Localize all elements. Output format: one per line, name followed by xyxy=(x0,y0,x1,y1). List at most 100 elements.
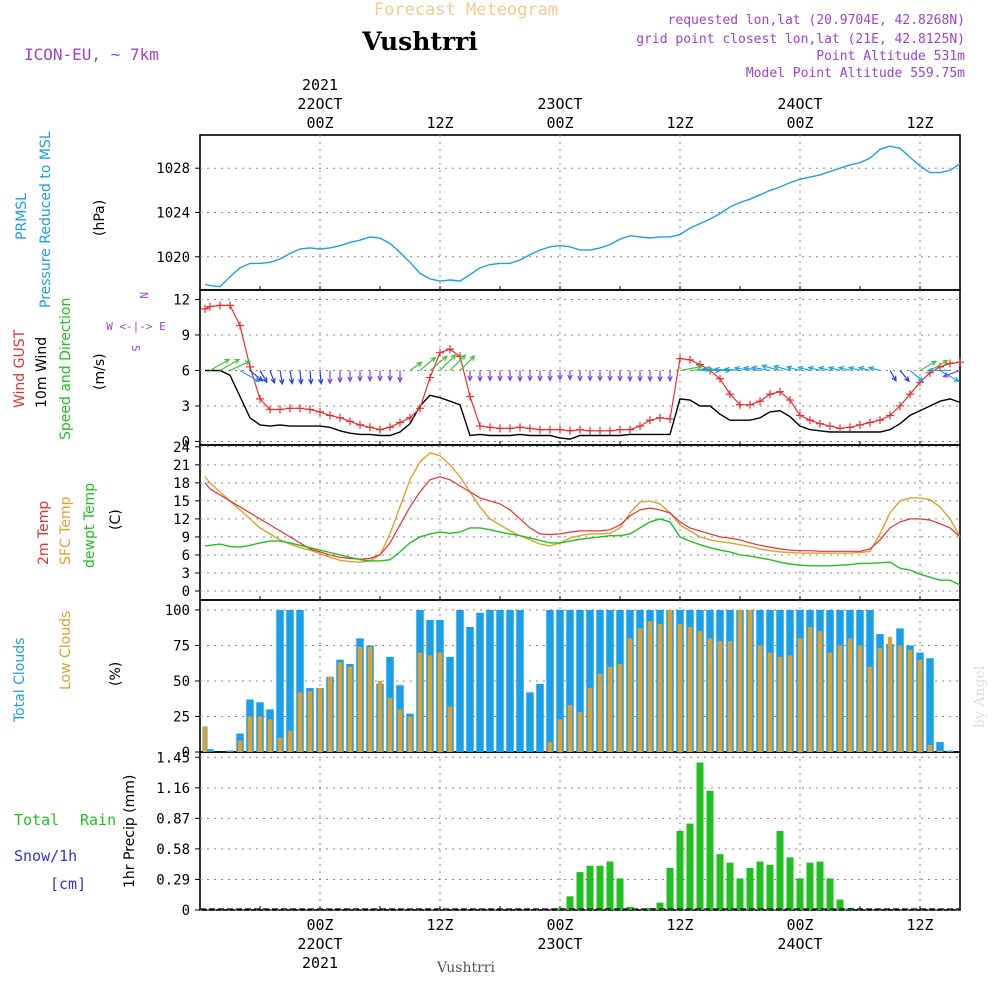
low-cloud-bar xyxy=(407,716,413,752)
wind-arrow-shaft xyxy=(869,366,881,372)
y-tick-label: 21 xyxy=(173,458,190,474)
wind-arrow-head xyxy=(713,366,720,373)
wind-gust-marker xyxy=(796,411,804,420)
y-tick-label: 0 xyxy=(182,745,190,761)
wind-gust-marker xyxy=(246,362,254,371)
y-tick-label: 3 xyxy=(182,566,190,582)
wind-arrow xyxy=(449,354,467,371)
wind-arrow-head xyxy=(797,365,804,372)
wind-gust-marker xyxy=(536,425,544,434)
wind-arrow xyxy=(679,364,704,372)
wind-arrow-head xyxy=(772,364,780,370)
wind-gust-marker xyxy=(266,405,274,414)
total-cloud-bar xyxy=(936,742,944,752)
wind-arrow-head xyxy=(450,353,457,360)
low-cloud-bar xyxy=(417,652,423,752)
rain-bar xyxy=(666,867,674,910)
wind-arrow-head xyxy=(537,375,543,382)
wind-arrow xyxy=(429,355,448,371)
prmsl-unit-label: (hPa) xyxy=(92,200,108,236)
wind-arrow xyxy=(327,370,333,385)
wind-arrow-shaft xyxy=(819,366,831,372)
wind-gust-marker xyxy=(646,416,654,425)
top-time-label: 22OCT xyxy=(297,95,342,113)
snow-unit-label: [cm] xyxy=(50,875,86,893)
bottom-time-label: 12Z xyxy=(666,916,693,934)
top-time-label: 12Z xyxy=(666,114,693,132)
wind-arrow xyxy=(909,369,924,383)
top-time-label: 23OCT xyxy=(537,95,582,113)
wind-arrow xyxy=(597,370,603,382)
y-tick-label: 0.29 xyxy=(156,872,190,888)
wind-gust-marker xyxy=(496,424,504,433)
wind-gust-marker xyxy=(256,394,264,403)
low-cloud-bar xyxy=(727,641,733,752)
wind-arrow-shaft xyxy=(859,366,871,372)
wind-gust-markers xyxy=(201,301,964,435)
wind-10m-line xyxy=(205,369,961,440)
wind-gust-marker xyxy=(856,420,864,429)
temp-unit-label: (C) xyxy=(108,509,124,530)
wind-arrow xyxy=(419,356,437,371)
total-cloud-bar xyxy=(586,609,594,752)
compass-south: S xyxy=(129,345,142,352)
low-cloud-bar xyxy=(617,663,623,752)
wind-arrow-shaft xyxy=(259,370,268,383)
wind-arrow-head xyxy=(469,355,476,361)
wind-arrow-head xyxy=(288,378,295,385)
low-cloud-bar xyxy=(337,662,343,752)
low-cloud-bar xyxy=(307,690,313,752)
wind-arrow-shaft xyxy=(899,370,910,382)
bottom-time-label: 22OCT xyxy=(297,935,342,953)
precip-unit-label: 1hr Precip (mm) xyxy=(122,775,138,888)
low-cloud-bar xyxy=(767,652,773,752)
wind-gust-marker xyxy=(836,424,844,433)
prmsl-desc-label: Pressure Reduced to MSL xyxy=(38,131,54,308)
rain-bar xyxy=(706,790,714,910)
low-cloud-bar xyxy=(877,648,883,752)
top-time-label: 12Z xyxy=(426,114,453,132)
low-cloud-bar xyxy=(677,624,683,752)
y-tick-label: 12 xyxy=(173,512,190,528)
wind-arrow-head xyxy=(637,376,643,383)
wind-arrow-head xyxy=(234,358,241,364)
wind-arrow xyxy=(357,370,363,383)
wind-gust-marker xyxy=(206,302,214,311)
top-time-label: 12Z xyxy=(906,114,933,132)
wind-arrow-shaft xyxy=(419,357,436,371)
top-time-label: 00Z xyxy=(786,114,813,132)
wind-arrow-head xyxy=(517,376,523,383)
wind-arrow-head xyxy=(577,375,583,382)
wind-gust-marker xyxy=(396,418,404,427)
temp-sfc-label: SFC Temp xyxy=(58,496,74,565)
wind-arrow-head xyxy=(527,375,533,382)
wind-arrow xyxy=(288,370,295,385)
wind-arrow-shaft xyxy=(839,366,851,372)
panel-frame xyxy=(199,444,961,601)
total-cloud-bar xyxy=(486,609,494,752)
wind-gust-marker xyxy=(766,390,774,399)
low-cloud-bar xyxy=(447,706,453,752)
total-cloud-bar xyxy=(206,749,214,752)
wind-arrows xyxy=(209,353,961,386)
wind-gust-marker xyxy=(436,348,444,357)
wind-gust-marker xyxy=(201,304,209,313)
chart-title: Forecast Meteogram xyxy=(374,0,558,20)
low-cloud-bar xyxy=(697,631,703,752)
total-cloud-bar xyxy=(496,609,504,752)
requested-coords: requested lon,lat (20.9704E, 42.8268N) xyxy=(668,13,965,28)
wind-arrow-head xyxy=(497,375,503,382)
wind-gust-marker xyxy=(886,411,894,420)
low-cloud-bar xyxy=(327,676,333,752)
wind-arrow xyxy=(507,370,513,382)
wind-arrow xyxy=(939,369,960,382)
y-tick-label: 100 xyxy=(165,603,190,619)
low-cloud-bar xyxy=(247,716,253,752)
wind-gust-marker xyxy=(576,425,584,434)
wind-arrow xyxy=(537,370,543,382)
wind-arrow-head xyxy=(597,375,603,382)
y-tick-label: 0 xyxy=(182,584,190,600)
wind-arrow-shaft xyxy=(744,367,761,372)
wind-arrow xyxy=(577,370,583,382)
wind-arrow-head xyxy=(617,375,623,382)
